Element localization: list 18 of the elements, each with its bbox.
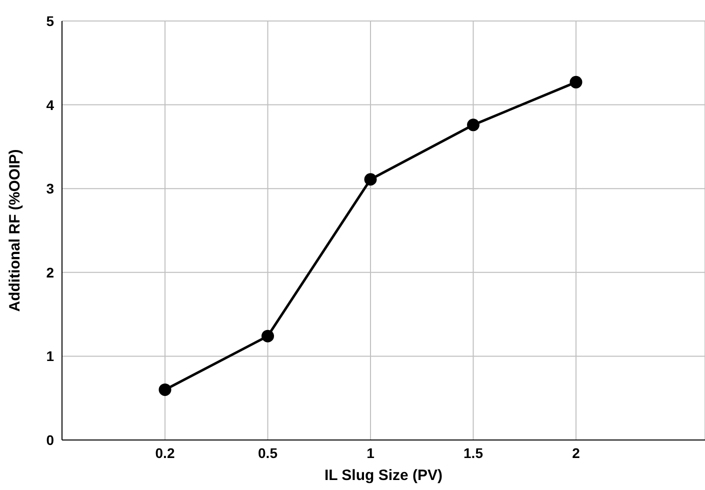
x-tick-label: 1 — [366, 444, 375, 461]
x-tick-label: 0.5 — [258, 444, 278, 461]
x-tick-label: 1.5 — [464, 444, 484, 461]
y-tick-label: 0 — [46, 432, 54, 448]
point — [467, 118, 480, 132]
point — [262, 330, 274, 342]
point — [570, 76, 582, 88]
x-tick-label: 0.2 — [155, 444, 175, 461]
y-tick-label: 2 — [46, 264, 54, 280]
x-tick-label: 2 — [572, 444, 580, 461]
y-axis-title: Additional RF (%OOIP) — [6, 149, 24, 312]
y-tick-label: 4 — [46, 96, 54, 113]
y-tick-label: 3 — [46, 180, 54, 197]
x-axis-title: IL Slug Size (PV) — [324, 467, 443, 484]
y-tick-label: 5 — [46, 12, 54, 29]
point — [158, 383, 172, 396]
y-tick-label: 1 — [46, 348, 54, 364]
point — [364, 173, 377, 186]
